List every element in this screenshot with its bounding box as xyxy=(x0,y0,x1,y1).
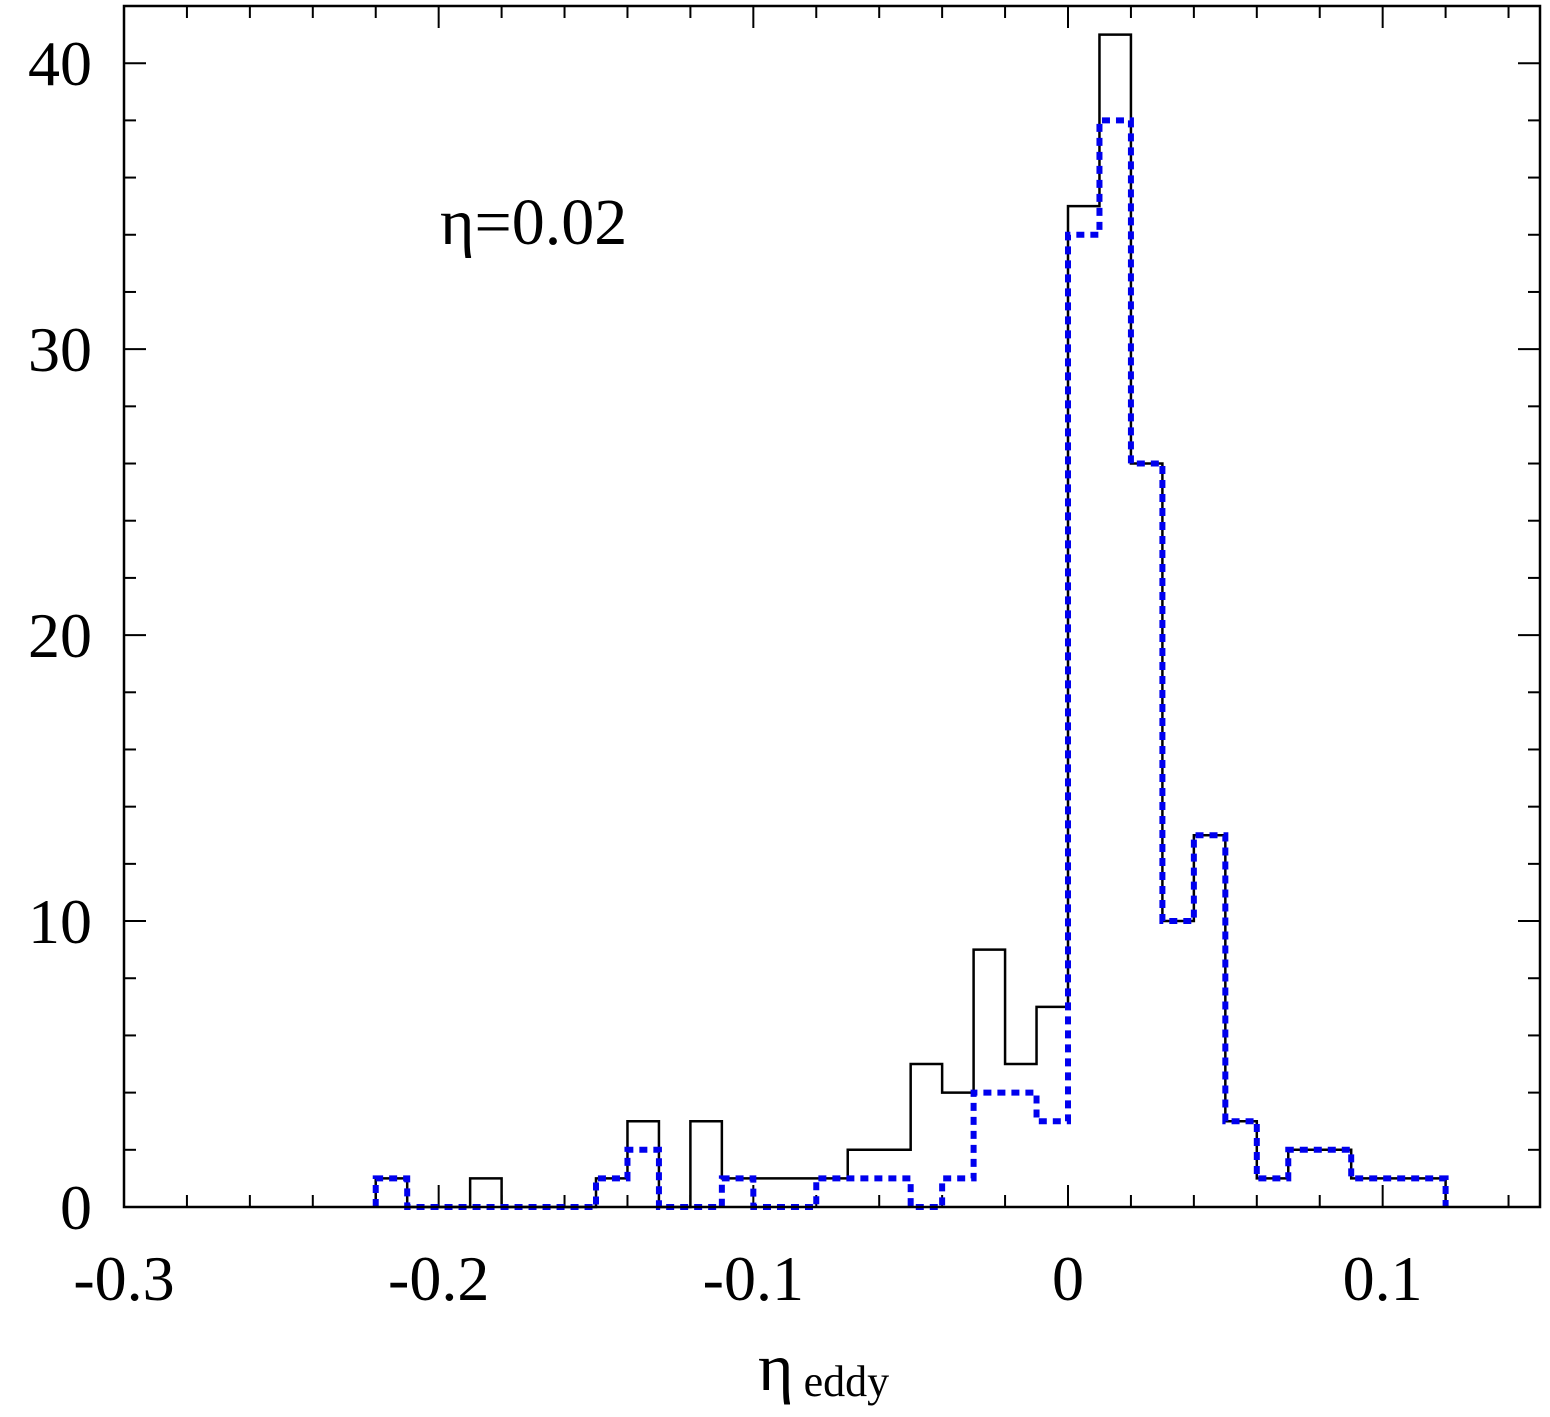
plot-frame xyxy=(122,4,1542,1209)
y-tick-label: 40 xyxy=(28,28,92,99)
annotation-label: η=0.02 xyxy=(440,186,627,259)
x-axis-label: η eddy xyxy=(758,1329,889,1406)
x-tick-label: 0.1 xyxy=(1343,1243,1423,1314)
series-line-dotted xyxy=(372,117,1449,1210)
y-tick-label: 30 xyxy=(28,314,92,385)
x-tick-label: -0.3 xyxy=(73,1243,174,1314)
y-tick-label: 10 xyxy=(28,886,92,957)
x-tick-label: -0.2 xyxy=(388,1243,489,1314)
axis-ticks xyxy=(123,5,1540,1208)
x-tick-label: -0.1 xyxy=(703,1243,804,1314)
x-axis-label-sub: eddy xyxy=(804,1357,890,1406)
tick-labels: -0.3 -0.2 -0.1 0 0.1 0 10 20 30 40 xyxy=(28,28,1423,1314)
y-tick-label: 0 xyxy=(60,1172,92,1243)
x-axis-label-main: η xyxy=(758,1329,794,1405)
y-tick-label: 20 xyxy=(28,600,92,671)
x-tick-label: 0 xyxy=(1052,1243,1084,1314)
